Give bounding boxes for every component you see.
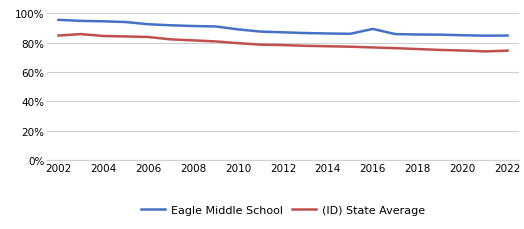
Eagle Middle School — [280, 32, 286, 35]
(ID) State Average — [437, 49, 443, 52]
Eagle Middle School — [55, 19, 61, 22]
(ID) State Average — [100, 35, 106, 38]
(ID) State Average — [145, 36, 151, 39]
Eagle Middle School — [460, 35, 466, 38]
Eagle Middle School — [100, 21, 106, 24]
(ID) State Average — [392, 48, 398, 50]
Legend: Eagle Middle School, (ID) State Average: Eagle Middle School, (ID) State Average — [137, 200, 429, 219]
(ID) State Average — [280, 44, 286, 47]
Eagle Middle School — [190, 25, 196, 28]
Eagle Middle School — [347, 33, 354, 36]
Eagle Middle School — [482, 35, 488, 38]
Eagle Middle School — [257, 31, 264, 34]
Eagle Middle School — [235, 29, 241, 32]
(ID) State Average — [302, 45, 309, 48]
(ID) State Average — [123, 36, 129, 39]
Eagle Middle School — [168, 25, 174, 27]
(ID) State Average — [235, 43, 241, 45]
Eagle Middle School — [325, 33, 331, 36]
(ID) State Average — [190, 40, 196, 43]
(ID) State Average — [460, 50, 466, 53]
Eagle Middle School — [78, 20, 84, 23]
Eagle Middle School — [414, 34, 421, 37]
Eagle Middle School — [145, 24, 151, 27]
(ID) State Average — [369, 47, 376, 50]
(ID) State Average — [168, 39, 174, 41]
(ID) State Average — [257, 44, 264, 47]
(ID) State Average — [482, 51, 488, 54]
(ID) State Average — [325, 46, 331, 48]
Eagle Middle School — [437, 34, 443, 37]
(ID) State Average — [347, 46, 354, 49]
(ID) State Average — [55, 35, 61, 38]
Eagle Middle School — [392, 34, 398, 36]
Eagle Middle School — [302, 33, 309, 35]
Eagle Middle School — [212, 26, 219, 29]
(ID) State Average — [505, 50, 511, 53]
Eagle Middle School — [123, 22, 129, 24]
(ID) State Average — [212, 41, 219, 44]
Eagle Middle School — [369, 28, 376, 31]
(ID) State Average — [414, 49, 421, 51]
(ID) State Average — [78, 34, 84, 36]
Eagle Middle School — [505, 35, 511, 38]
Line: (ID) State Average: (ID) State Average — [58, 35, 508, 52]
Line: Eagle Middle School: Eagle Middle School — [58, 21, 508, 37]
